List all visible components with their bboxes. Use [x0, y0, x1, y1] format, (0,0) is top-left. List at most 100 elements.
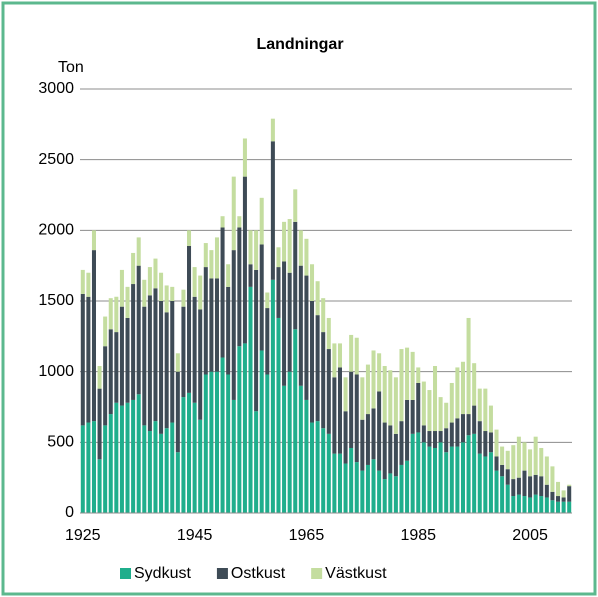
bar-segment [321, 298, 326, 333]
bar-segment [248, 230, 253, 265]
bar-segment [86, 296, 91, 423]
bar-segment [270, 279, 275, 513]
bar-segment [567, 486, 572, 502]
bar-segment [544, 497, 549, 513]
bar-segment [293, 189, 298, 222]
y-axis-label: Ton [58, 59, 84, 76]
bar-segment [460, 414, 465, 443]
bar-segment [528, 497, 533, 513]
bar-segment [315, 281, 320, 316]
bar-segment [354, 374, 359, 463]
bar-segment [488, 405, 493, 433]
bar-segment [114, 332, 119, 403]
bar-segment [326, 349, 331, 434]
bar-segment [522, 442, 527, 471]
bar-segment [248, 264, 253, 287]
bar-segment [131, 399, 136, 513]
bar-segment [522, 496, 527, 513]
bar-segment [438, 442, 443, 513]
bar-segment [80, 293, 85, 426]
bar-segment [449, 382, 454, 423]
bar-segment [164, 428, 169, 513]
bar-segment [528, 449, 533, 477]
bar-segment [175, 371, 180, 453]
bar-segment [198, 419, 203, 513]
bar-segment [438, 397, 443, 432]
bar-segment [466, 317, 471, 415]
bar-segment [477, 421, 482, 454]
bar-segment [466, 435, 471, 513]
bar-segment [556, 496, 561, 502]
bar-segment [472, 363, 477, 406]
x-tick-label: 1945 [177, 527, 213, 544]
bar-segment [192, 267, 197, 297]
bar-segment [505, 469, 510, 485]
bar-segment [444, 428, 449, 453]
bar-segment [153, 288, 158, 422]
bar-segment [310, 301, 315, 423]
bar-segment [382, 479, 387, 513]
bar-segment [343, 377, 348, 412]
bar-segment [449, 422, 454, 447]
bar-segment [304, 238, 309, 276]
legend-label: Ostkust [231, 565, 286, 582]
bar-segment [198, 309, 203, 420]
bar-segment [265, 308, 270, 375]
bar-segment [550, 500, 555, 513]
x-tick-label: 1925 [65, 527, 101, 544]
bar-segment [349, 371, 354, 448]
bar-segment [460, 442, 465, 513]
bar-segment [539, 447, 544, 477]
bar-segment [365, 464, 370, 513]
bar-segment [119, 306, 124, 406]
bar-segment [147, 431, 152, 513]
bar-segment [326, 317, 331, 350]
bar-segment [405, 347, 410, 400]
bar-segment [539, 496, 544, 513]
bar-segment [265, 374, 270, 513]
bar-segment [505, 484, 510, 513]
bar-segment [298, 230, 303, 266]
bar-segment [97, 388, 102, 460]
bar-segment [421, 381, 426, 426]
bar-segment [332, 343, 337, 378]
bar-segment [354, 462, 359, 513]
bar-segment [265, 292, 270, 309]
bar-segment [175, 452, 180, 513]
bar-segment [86, 422, 91, 513]
bar-segment [544, 456, 549, 485]
bar-segment [556, 501, 561, 513]
bar-segment [231, 176, 236, 251]
bar-segment [354, 337, 359, 375]
bar-segment [494, 429, 499, 457]
bar-segment [421, 442, 426, 513]
bar-segment [388, 425, 393, 474]
bar-segment [466, 414, 471, 436]
bar-segment [321, 332, 326, 429]
bar-segment [293, 221, 298, 330]
bar-segment [433, 431, 438, 448]
bar-segment [203, 267, 208, 375]
bar-segment [337, 453, 342, 513]
bar-segment [91, 250, 96, 422]
bar-segment [108, 298, 113, 330]
bar-segment [298, 385, 303, 513]
bar-segment [332, 453, 337, 513]
bar-segment [460, 361, 465, 415]
bar-segment [237, 227, 242, 347]
bar-segment [242, 138, 247, 177]
bar-segment [114, 296, 119, 333]
y-tick-label: 3000 [38, 80, 74, 97]
bar-segment [315, 315, 320, 422]
bar-segment [153, 421, 158, 513]
bar-segment [539, 476, 544, 497]
bar-segment [237, 346, 242, 513]
bar-segment [556, 481, 561, 497]
bar-segment [365, 364, 370, 415]
bar-segment [405, 460, 410, 513]
bar-segment [393, 433, 398, 477]
bar-segment [170, 286, 175, 301]
bar-segment [226, 264, 231, 287]
bar-segment [209, 250, 214, 279]
bar-segment [516, 477, 521, 495]
